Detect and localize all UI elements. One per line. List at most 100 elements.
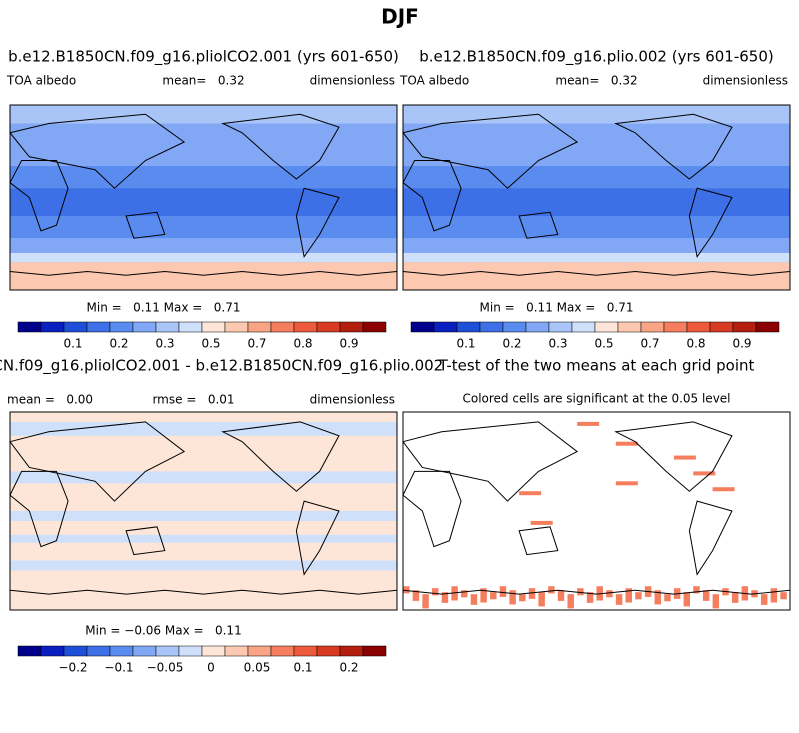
coastline <box>402 113 579 189</box>
map-band <box>10 253 397 263</box>
map-patch <box>615 441 638 446</box>
coastline <box>518 211 559 239</box>
map-patch <box>528 588 536 599</box>
map-patch <box>712 594 720 609</box>
colorbar-box <box>40 645 65 657</box>
map-patch <box>635 592 642 600</box>
map-band <box>403 253 790 263</box>
coastline <box>295 187 340 258</box>
colorbar-label: 0.8 <box>686 337 705 351</box>
colorbar-box <box>17 321 42 333</box>
colorbar-box <box>663 321 688 333</box>
map-patch <box>693 471 716 476</box>
coastline <box>221 421 340 492</box>
colorbar-box <box>201 645 226 657</box>
map-background <box>403 412 790 610</box>
map-patch <box>403 586 410 594</box>
map-patch <box>780 592 787 600</box>
panel-label-center: mean= 0.32 <box>555 74 637 88</box>
colorbar-box <box>40 321 65 333</box>
colorbar-box <box>339 645 364 657</box>
map-patch <box>606 590 613 598</box>
map-band <box>403 166 790 189</box>
colorbar-label: −0.1 <box>104 661 133 675</box>
colorbar-box <box>17 645 42 657</box>
map-band <box>403 123 790 167</box>
colorbar-label: 0.5 <box>201 337 220 351</box>
colorbar-box <box>86 645 111 657</box>
panel-label-right: dimensionless <box>310 393 395 407</box>
map-frame <box>9 104 398 291</box>
figure-title: DJF <box>381 5 419 29</box>
colorbar-box <box>224 645 249 657</box>
coastline <box>9 270 398 276</box>
map-band <box>403 216 790 239</box>
colorbar-box <box>433 321 458 333</box>
colorbar-box <box>293 645 318 657</box>
map-patch <box>712 487 735 492</box>
coastline <box>125 526 166 556</box>
colorbar-label: −0.05 <box>147 661 184 675</box>
map-patch <box>519 594 526 602</box>
colorbar-label: 0.05 <box>244 661 271 675</box>
colorbar-box <box>686 321 711 333</box>
colorbar-box <box>316 321 341 333</box>
colorbar-box <box>548 321 573 333</box>
colorbar-label: 0.1 <box>63 337 82 351</box>
colorbar-label: 0.1 <box>293 661 312 675</box>
colorbar-box <box>479 321 504 333</box>
colorbar-box <box>709 321 734 333</box>
coastline <box>614 113 733 180</box>
map-patch <box>470 594 478 605</box>
colorbar-box <box>362 321 387 333</box>
colorbar-box <box>732 321 757 333</box>
colorbar-box <box>155 321 180 333</box>
map-patch <box>683 592 691 607</box>
map-patch <box>412 590 420 601</box>
map-frame <box>9 411 398 611</box>
panel-label-right: dimensionless <box>703 74 788 88</box>
map-patch <box>673 455 696 460</box>
colorbar-box <box>293 321 318 333</box>
colorbar-label: 0.3 <box>155 337 174 351</box>
map <box>9 411 398 611</box>
colorbar-label: 0.2 <box>502 337 521 351</box>
map-band <box>403 262 790 290</box>
colorbar-box <box>132 645 157 657</box>
map-patch <box>480 588 487 603</box>
map-patch <box>538 592 545 607</box>
coastline <box>402 160 462 232</box>
coastline <box>518 526 559 556</box>
colorbar-box <box>755 321 780 333</box>
map-patch <box>499 586 507 597</box>
coastline <box>402 421 579 502</box>
map-patch <box>451 586 458 601</box>
coastline <box>688 187 733 258</box>
colorbar-box <box>270 321 295 333</box>
colorbar-box <box>247 645 272 657</box>
panel-title: b.e12.B1850CN.f09_g16.plio.002 (yrs 601-… <box>419 48 774 67</box>
map-band <box>10 238 397 253</box>
map <box>9 104 398 291</box>
map-band <box>403 188 790 216</box>
coastline <box>688 500 733 576</box>
colorbar-box <box>502 321 527 333</box>
map-band <box>10 216 397 239</box>
map-patch <box>731 592 739 603</box>
panel-label-right: dimensionless <box>310 74 395 88</box>
map-band <box>10 511 397 521</box>
colorbar-box <box>594 321 619 333</box>
map-patch <box>490 592 497 600</box>
map-patch <box>519 491 542 496</box>
coastline <box>9 589 398 595</box>
map <box>402 411 791 611</box>
map-band <box>10 166 397 189</box>
map-patch <box>422 594 429 609</box>
coastline <box>402 470 462 548</box>
colorbar-box <box>86 321 111 333</box>
colorbar-box <box>525 321 550 333</box>
map-patch <box>615 594 623 605</box>
panel-title: T-test of the two means at each grid poi… <box>438 357 755 375</box>
colorbar-box <box>63 645 88 657</box>
panel-label-left: mean = 0.00 <box>7 393 93 407</box>
